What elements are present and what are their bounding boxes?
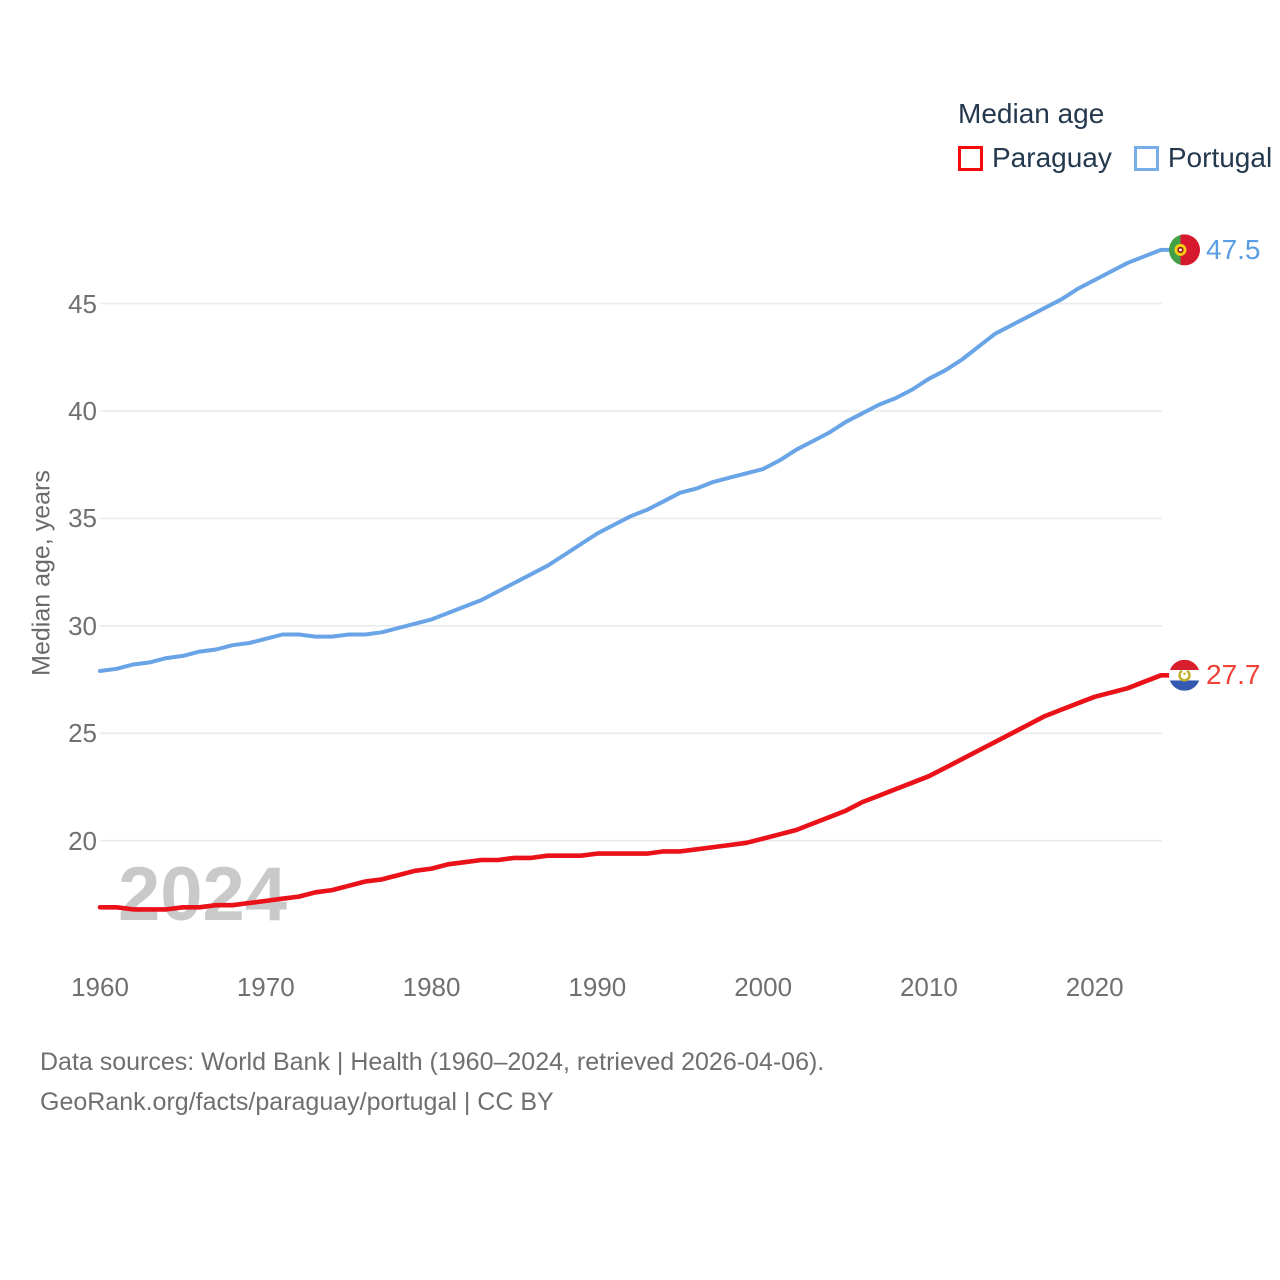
legend-label-paraguay: Paraguay [992, 142, 1112, 173]
footer-attribution: GeoRank.org/facts/paraguay/portugal | CC… [40, 1088, 554, 1116]
y-tick-label: 25 [68, 718, 97, 749]
series-lines [97, 247, 1173, 912]
paraguay-end-value: 27.7 [1206, 659, 1261, 691]
portugal-end-value: 47.5 [1206, 233, 1261, 265]
gridlines [100, 302, 1162, 842]
legend-item-paraguay[interactable]: Paraguay [958, 142, 1112, 174]
y-tick-label: 30 [68, 610, 97, 641]
footer: Data sources: World Bank | Health (1960–… [40, 1042, 824, 1122]
x-tick-label: 2000 [734, 972, 793, 1002]
legend-items: Paraguay Portugal [958, 142, 1272, 174]
x-tick-label: 1960 [71, 972, 129, 1002]
y-tick-label: 20 [68, 825, 97, 856]
x-tick-label: 2020 [1065, 972, 1124, 1002]
legend-swatch-portugal-icon [1133, 145, 1159, 171]
flag-icons [1169, 234, 1200, 691]
y-tick-label: 35 [68, 503, 97, 534]
paraguay-line[interactable] [97, 673, 1173, 912]
y-axis-title: Median age, years [27, 470, 56, 676]
legend-swatch-paraguay-icon [958, 145, 983, 171]
legend: Median age Paraguay Portugal [958, 98, 1272, 174]
paraguay-flag-icon [1169, 659, 1200, 691]
legend-label-portugal: Portugal [1167, 142, 1273, 173]
watermark-year: 2024 [118, 852, 287, 937]
x-tick-label: 1980 [402, 972, 461, 1002]
y-tick-label: 40 [68, 396, 97, 427]
legend-item-portugal[interactable]: Portugal [1133, 142, 1273, 174]
x-tick-label: 1990 [568, 972, 627, 1002]
legend-title: Median age [958, 98, 1105, 129]
footer-data-sources: Data sources: World Bank | Health (1960–… [40, 1048, 825, 1076]
x-tick-label: 1970 [236, 972, 295, 1002]
x-tick-label: 2010 [899, 972, 958, 1002]
y-tick-label: 45 [68, 288, 97, 319]
portugal-flag-icon [1169, 234, 1200, 266]
portugal-line[interactable] [98, 247, 1172, 673]
